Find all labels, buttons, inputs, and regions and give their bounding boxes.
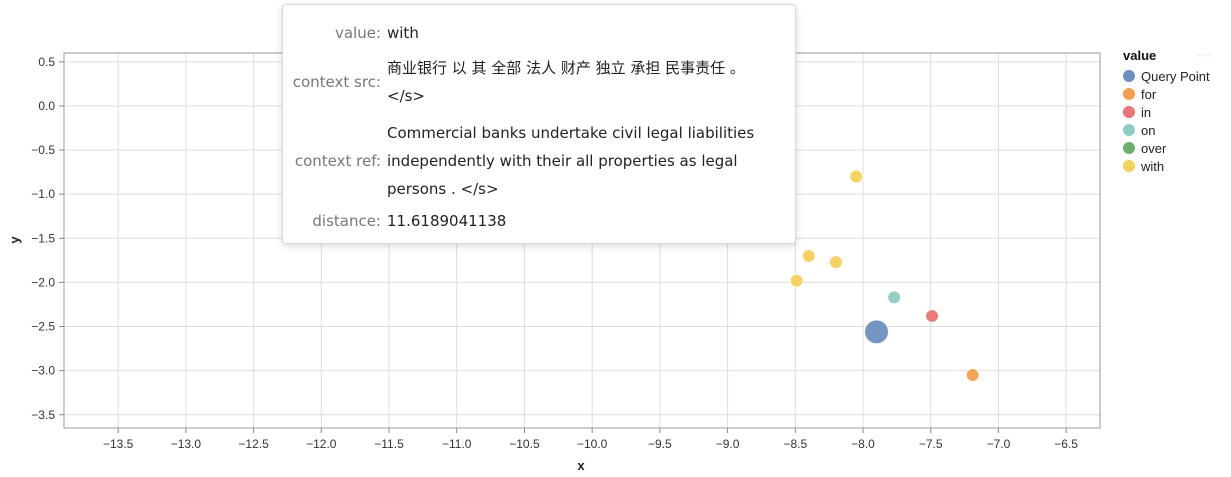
legend-menu-icon[interactable]: ··· — [1197, 50, 1211, 62]
tooltip-value: 11.6189041138 — [387, 212, 507, 230]
point-in[interactable] — [925, 308, 940, 323]
legend-swatch — [1123, 160, 1135, 172]
tooltip-row-context-src: context src: 商业银行 以 其 全部 法人 财产 独立 承担 民事责… — [283, 51, 795, 113]
y-tick-label: −1.0 — [31, 187, 55, 201]
point-for[interactable] — [965, 368, 980, 383]
y-axis-title: y — [7, 236, 22, 244]
x-tick-label: −12.0 — [306, 437, 337, 451]
y-tick-label: −3.0 — [31, 364, 55, 378]
point-with[interactable] — [789, 273, 804, 288]
legend-swatch — [1123, 88, 1135, 100]
x-tick-label: −6.5 — [1054, 437, 1078, 451]
legend-label: Query Point — [1141, 68, 1210, 84]
x-tick-label: −10.5 — [509, 437, 540, 451]
tooltip-key: context ref: — [294, 152, 381, 170]
point-with[interactable] — [849, 169, 864, 184]
y-tick-label: 0.5 — [38, 55, 55, 69]
point-with[interactable] — [828, 255, 843, 270]
point-query-point[interactable] — [864, 319, 890, 345]
x-tick-label: −9.0 — [716, 437, 740, 451]
legend-item-for[interactable]: for — [1123, 85, 1231, 103]
legend-item-over[interactable]: over — [1123, 139, 1231, 157]
y-tick-label: −1.5 — [31, 231, 55, 245]
legend-item-in[interactable]: in — [1123, 103, 1231, 121]
y-tick-label: 0.0 — [38, 99, 55, 113]
legend-swatch — [1123, 70, 1135, 82]
x-tick-label: −11.0 — [442, 437, 472, 451]
legend-swatch — [1123, 142, 1135, 154]
legend-label: in — [1141, 104, 1152, 120]
x-tick-label: −8.0 — [851, 437, 875, 451]
legend-label: with — [1141, 158, 1165, 174]
tooltip-key: distance: — [312, 212, 381, 230]
tooltip-key: context src: — [292, 73, 381, 91]
legend-swatch — [1123, 106, 1135, 118]
x-tick-label: −8.5 — [783, 437, 807, 451]
legend-item-query-point[interactable]: Query Point — [1123, 67, 1231, 85]
y-tick-label: −0.5 — [31, 143, 55, 157]
y-tick-label: −2.5 — [31, 320, 55, 334]
tooltip-row-context-ref: context ref: Commercial banks undertake … — [283, 117, 795, 205]
x-tick-label: −10.0 — [577, 437, 608, 451]
y-tick-label: −2.0 — [31, 275, 55, 289]
x-tick-label: −13.0 — [171, 437, 202, 451]
x-tick-label: −12.5 — [238, 437, 269, 451]
legend: value ··· Query Point for in on over with — [1123, 48, 1231, 175]
tooltip-value: with — [387, 24, 419, 42]
point-on[interactable] — [887, 290, 902, 305]
y-tick-label: −3.5 — [31, 408, 55, 422]
x-tick-label: −13.5 — [103, 437, 134, 451]
hover-tooltip: value: with context src: 商业银行 以 其 全部 法人 … — [282, 4, 796, 244]
legend-label: for — [1141, 86, 1157, 102]
x-axis: −13.5 −13.0 −12.5 −12.0 −11.5 −11.0 −10.5 −10.0… — [103, 428, 1078, 451]
y-axis: 0.5 0.0 −0.5 −1.0 −1.5 −2.0 −2.5 −3.0 −3.5 — [31, 55, 64, 422]
data-points — [789, 169, 980, 383]
x-tick-label: −7.5 — [919, 437, 943, 451]
tooltip-row-value: value: with — [283, 19, 795, 47]
tooltip-row-distance: distance: 11.6189041138 — [283, 207, 795, 235]
legend-label: over — [1141, 140, 1167, 156]
legend-label: on — [1141, 122, 1156, 138]
x-tick-label: −9.5 — [648, 437, 672, 451]
tooltip-value: Commercial banks undertake civil legal l… — [387, 124, 755, 198]
legend-swatch — [1123, 124, 1135, 136]
legend-item-with[interactable]: with — [1123, 157, 1231, 175]
x-tick-label: −11.5 — [374, 437, 404, 451]
legend-title: value — [1123, 48, 1157, 63]
tooltip-key: value: — [334, 24, 381, 42]
x-axis-title: x — [577, 458, 585, 473]
legend-item-on[interactable]: on — [1123, 121, 1231, 139]
point-with[interactable] — [801, 248, 816, 263]
legend-items: Query Point for in on over with — [1123, 67, 1231, 175]
tooltip-value: 商业银行 以 其 全部 法人 财产 独立 承担 民事责任 。 </s> — [387, 59, 745, 105]
x-tick-label: −7.0 — [987, 437, 1011, 451]
